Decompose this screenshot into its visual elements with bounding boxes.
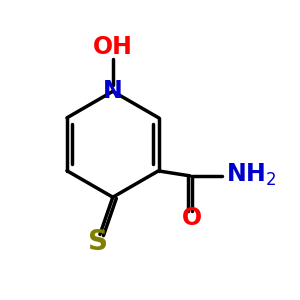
Text: OH: OH bbox=[93, 35, 133, 59]
Text: N: N bbox=[103, 79, 123, 103]
Text: O: O bbox=[182, 206, 202, 230]
Text: S: S bbox=[88, 228, 109, 256]
Text: NH$_2$: NH$_2$ bbox=[226, 162, 276, 188]
